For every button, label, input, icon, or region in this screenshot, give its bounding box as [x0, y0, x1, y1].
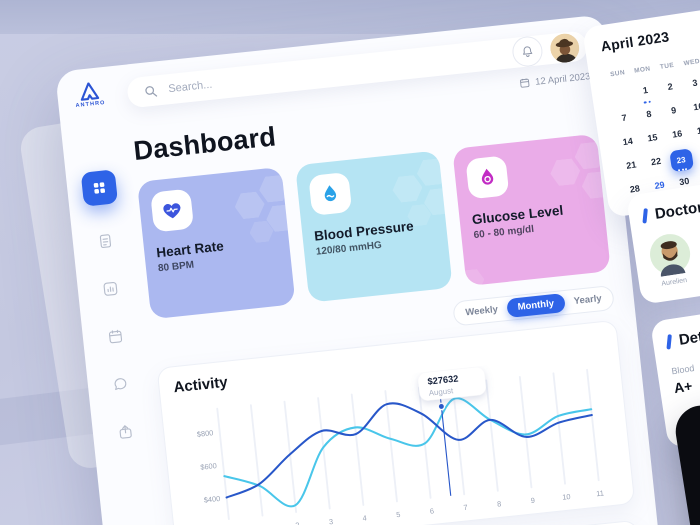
user-avatar[interactable]: [549, 32, 581, 64]
chart-x-axis-labels: 01234567891011: [261, 488, 605, 525]
sidebar-item-documents[interactable]: [92, 228, 118, 254]
top-bar: [126, 30, 589, 109]
search-icon: [145, 85, 158, 97]
logo-icon: [80, 82, 100, 101]
doctors-card: Doctors Aurelien: [626, 160, 700, 305]
blood-pressure-card[interactable]: Blood Pressure 120/80 mmHG: [294, 150, 454, 303]
notifications-button[interactable]: [510, 35, 544, 68]
sidebar-item-chat[interactable]: [107, 371, 133, 397]
calendar-small-icon: [519, 78, 529, 88]
svg-text:7: 7: [463, 503, 468, 512]
calendar-icon: [108, 329, 122, 343]
date-label: 12 April 2023: [534, 70, 591, 88]
calendar-day[interactable]: 3: [691, 77, 699, 89]
accent-tick: [666, 334, 672, 350]
dashboard-window: ANTHRO: [55, 14, 669, 525]
chat-icon: [114, 377, 126, 390]
calendar-day-header: WED: [683, 57, 700, 67]
svg-text:11: 11: [596, 488, 605, 498]
blood-pressure-icon-tile: [307, 171, 352, 216]
svg-text:5: 5: [396, 510, 401, 519]
svg-text:10: 10: [562, 492, 571, 502]
heart-pulse-icon: [163, 203, 181, 219]
calendar-grid: SUNMONTUEWEDTHUFRISAT1234567891011121314…: [603, 30, 700, 206]
tab-yearly[interactable]: Yearly: [573, 293, 603, 307]
dashboard-grid-icon: [93, 182, 106, 194]
glucose-drop-icon: [482, 168, 494, 185]
hexagon-decoration: [416, 158, 449, 187]
doctor-item[interactable]: Aurelien: [646, 230, 695, 289]
svg-text:9: 9: [530, 496, 535, 505]
doctors-list: Aurelien: [646, 205, 700, 288]
activity-chart[interactable]: $400$600$800 01234567891011 $27632 Augus…: [175, 353, 620, 525]
accent-tick: [642, 208, 648, 224]
sidebar-item-dashboard[interactable]: [80, 169, 119, 207]
tooltip-sublabel: August: [428, 386, 454, 398]
chart-line-light: [223, 397, 593, 508]
annotation-line: [439, 398, 452, 496]
glucose-level-card[interactable]: Glucose Level 60 - 80 mg/dl: [452, 133, 611, 287]
avatar-image: [550, 33, 580, 64]
tab-weekly[interactable]: Weekly: [464, 304, 499, 319]
svg-text:$800: $800: [196, 428, 213, 439]
glucose-icon-tile: [465, 155, 510, 200]
hexagon-decoration: [549, 158, 582, 187]
droplet-icon: [324, 185, 336, 202]
metric-cards-row: Heart Rate 80 BPM Blood Pressure: [136, 133, 611, 320]
hexagon-decoration: [457, 268, 485, 286]
heart-rate-icon-tile: [150, 188, 195, 233]
calendar-day[interactable]: 10: [692, 100, 700, 113]
svg-text:4: 4: [362, 513, 367, 522]
svg-text:3: 3: [329, 517, 334, 525]
sidebar-item-schedule[interactable]: [102, 323, 128, 349]
app-logo[interactable]: ANTHRO: [73, 81, 106, 109]
svg-text:2: 2: [295, 520, 300, 525]
date-chip[interactable]: 12 April 2023: [130, 70, 591, 130]
share-icon: [119, 424, 132, 439]
main-content: 12 April 2023 Dashboard Heart Rate: [119, 14, 669, 525]
annotation-dot: [437, 402, 446, 411]
sidebar-nav: [80, 169, 143, 445]
sidebar: ANTHRO: [55, 65, 183, 525]
chart-tooltip: $27632 August: [418, 367, 486, 401]
sidebar-item-share[interactable]: [112, 418, 138, 444]
hexagon-decoration: [258, 174, 291, 203]
hexagon-decoration: [391, 174, 424, 203]
activity-panel: Activity $400$600$800 01234567891011: [156, 319, 636, 525]
svg-text:$400: $400: [203, 494, 220, 505]
doctor-avatar: [650, 234, 691, 277]
period-tabs: Weekly Monthly Yearly: [452, 284, 615, 327]
sidebar-item-stats[interactable]: [97, 275, 123, 301]
tab-monthly[interactable]: Monthly: [505, 293, 566, 319]
heart-rate-card[interactable]: Heart Rate 80 BPM: [136, 166, 296, 320]
stats-icon: [103, 281, 117, 296]
svg-text:$600: $600: [200, 461, 217, 472]
details-title: Details: [677, 324, 700, 349]
tooltip-value: $27632: [427, 373, 459, 386]
svg-text:6: 6: [429, 506, 434, 515]
doctors-title: Doctors: [653, 197, 700, 223]
svg-text:8: 8: [497, 499, 502, 508]
chart-y-axis-labels: $400 $600 $800: [196, 428, 220, 504]
document-icon: [99, 233, 111, 248]
bell-icon: [523, 46, 533, 57]
chart-line-dark: [225, 402, 593, 499]
hexagon-decoration: [233, 191, 266, 220]
doctor-name: Aurelien: [661, 276, 688, 288]
